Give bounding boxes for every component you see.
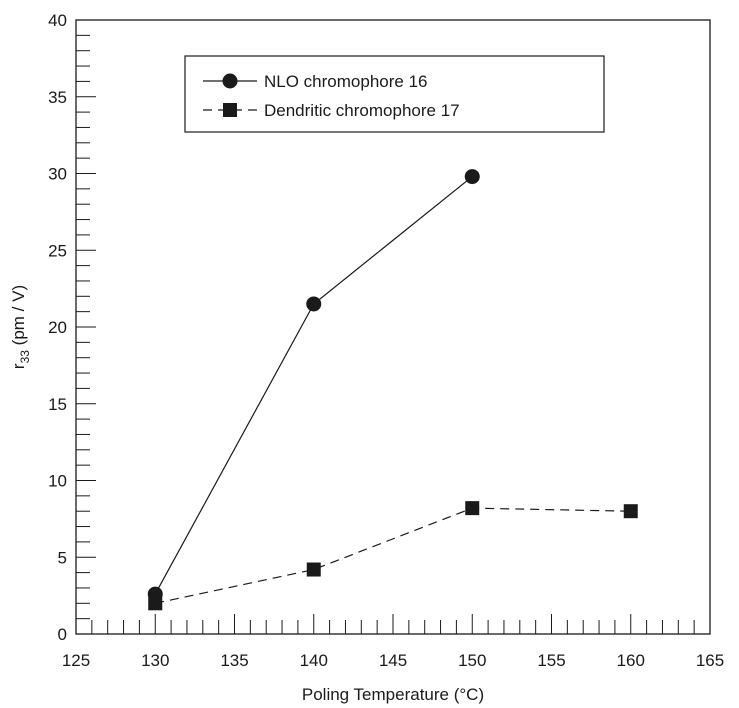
y-axis-title: r33 (pm / V) xyxy=(9,285,32,369)
series-line-2 xyxy=(155,507,631,604)
y-tick-label: 10 xyxy=(48,472,67,491)
legend-marker-square xyxy=(223,103,237,117)
y-tick-label: 25 xyxy=(48,241,67,260)
x-axis-title: Poling Temperature (°C) xyxy=(302,685,484,704)
plot-area: 125 130 135 140 145 150 155 160 165 0 5 10 15 20 25 30 3… xyxy=(48,11,724,670)
y-axis-title-subscript: 33 xyxy=(18,350,32,364)
data-point-square xyxy=(623,504,638,519)
data-point-circle xyxy=(464,169,480,185)
y-axis-title-base: r xyxy=(9,363,28,369)
legend-item-dendritic: Dendritic chromophore 17 xyxy=(203,101,460,120)
y-tick-label: 15 xyxy=(48,395,67,414)
x-tick-label: 140 xyxy=(300,651,328,670)
y-tick-label: 35 xyxy=(48,88,67,107)
data-point-square xyxy=(465,501,480,516)
y-tick-label: 5 xyxy=(58,548,67,567)
legend-label-dendritic: Dendritic chromophore 17 xyxy=(264,101,460,120)
y-tick-label: 30 xyxy=(48,165,67,184)
legend: NLO chromophore 16 Dendritic chromophore… xyxy=(184,55,605,133)
series-line-1 xyxy=(154,176,473,595)
y-tick-label: 20 xyxy=(48,318,67,337)
y-tick-label: 40 xyxy=(48,11,67,30)
x-tick-label: 155 xyxy=(537,651,565,670)
x-tick-label: 125 xyxy=(62,651,90,670)
series-layer xyxy=(147,169,638,611)
x-tick-label: 135 xyxy=(220,651,248,670)
x-tick-label: 130 xyxy=(141,651,169,670)
legend-marker-circle xyxy=(222,73,238,89)
data-point-square xyxy=(306,562,321,577)
ticks xyxy=(75,19,711,635)
legend-box xyxy=(184,55,605,133)
tick-labels: 125 130 135 140 145 150 155 160 165 0 5 10 15 20 25 30 3… xyxy=(48,11,724,670)
x-tick-label: 165 xyxy=(696,651,724,670)
x-tick-label: 145 xyxy=(379,651,407,670)
y-tick-label: 0 xyxy=(58,625,67,644)
data-point-square xyxy=(148,596,163,611)
data-point-circle xyxy=(306,296,322,312)
y-axis-title-unit: (pm / V) xyxy=(9,285,28,350)
legend-item-nlo: NLO chromophore 16 xyxy=(203,72,427,91)
legend-label-nlo: NLO chromophore 16 xyxy=(264,72,427,91)
x-tick-label: 150 xyxy=(458,651,486,670)
x-tick-label: 160 xyxy=(617,651,645,670)
